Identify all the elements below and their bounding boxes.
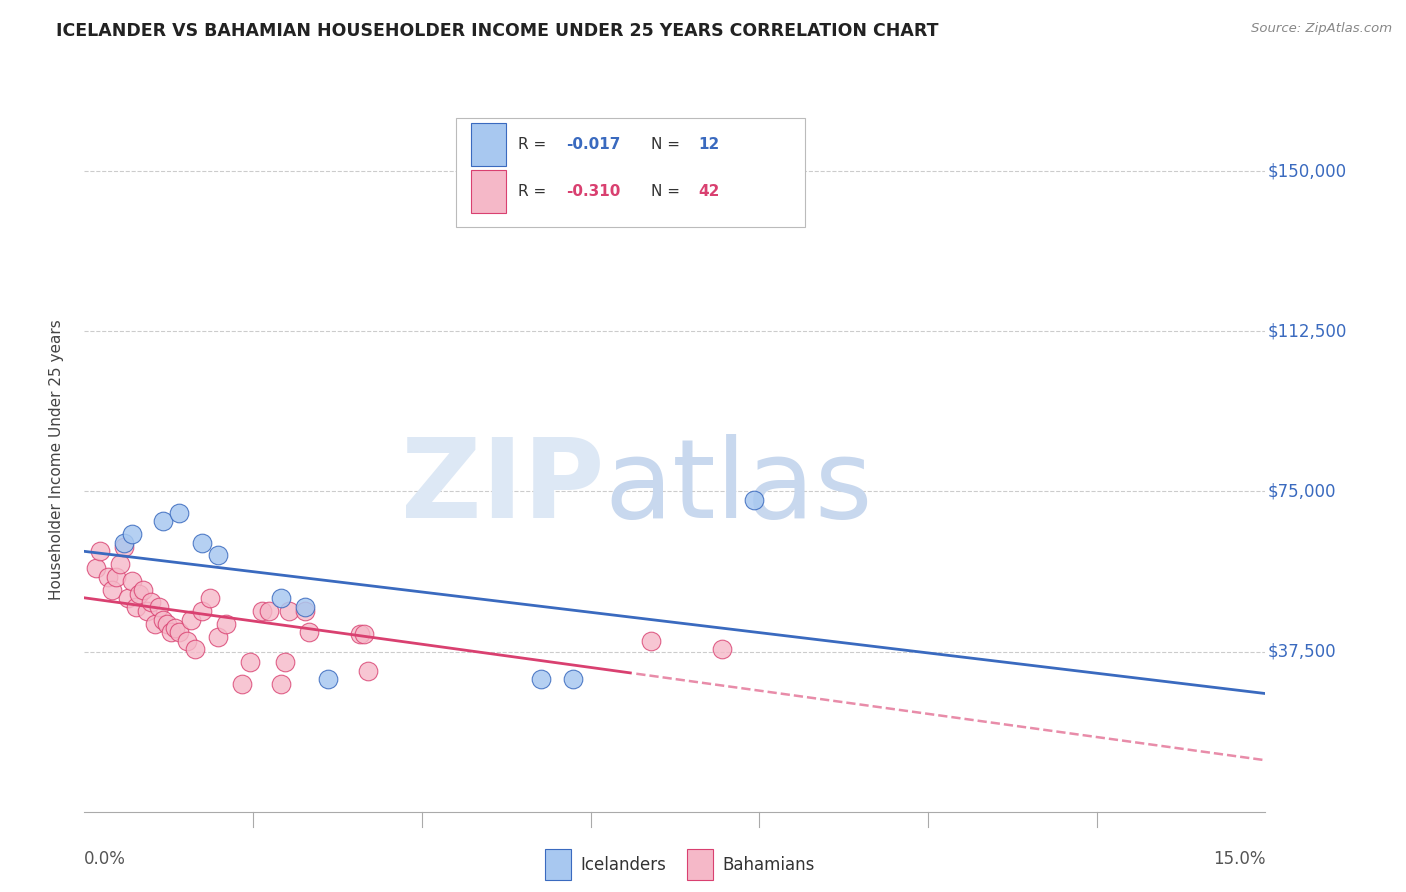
Point	[561, 673, 583, 687]
Point	[143, 616, 166, 631]
Point	[89, 544, 111, 558]
Point	[148, 599, 170, 614]
Point	[132, 582, 155, 597]
Point	[156, 616, 179, 631]
Text: $37,500: $37,500	[1268, 642, 1336, 661]
Point	[207, 630, 229, 644]
Text: R =: R =	[517, 184, 551, 199]
Point	[84, 561, 107, 575]
Y-axis label: Householder Income Under 25 years: Householder Income Under 25 years	[49, 319, 63, 599]
Point	[200, 591, 222, 606]
Text: 12: 12	[699, 136, 720, 152]
Point	[318, 673, 340, 687]
Point	[274, 655, 297, 669]
Text: 42: 42	[699, 184, 720, 199]
Point	[294, 599, 316, 614]
Point	[250, 604, 273, 618]
Text: Icelanders: Icelanders	[581, 855, 666, 873]
Bar	[471, 123, 506, 166]
Text: Source: ZipAtlas.com: Source: ZipAtlas.com	[1251, 22, 1392, 36]
Point	[167, 506, 190, 520]
Text: $75,000: $75,000	[1268, 483, 1336, 500]
Point	[742, 492, 765, 507]
Point	[180, 613, 202, 627]
Point	[124, 599, 146, 614]
Point	[278, 604, 301, 618]
Point	[270, 676, 292, 690]
Point	[152, 613, 174, 627]
Point	[239, 655, 262, 669]
Point	[298, 625, 321, 640]
Text: atlas: atlas	[605, 434, 873, 541]
Point	[183, 642, 205, 657]
Point	[108, 557, 131, 571]
Point	[191, 535, 214, 549]
Bar	[546, 848, 571, 880]
Bar	[686, 848, 713, 880]
Text: -0.310: -0.310	[567, 184, 620, 199]
Point	[294, 604, 316, 618]
Point	[112, 535, 135, 549]
Text: ICELANDER VS BAHAMIAN HOUSEHOLDER INCOME UNDER 25 YEARS CORRELATION CHART: ICELANDER VS BAHAMIAN HOUSEHOLDER INCOME…	[56, 22, 939, 40]
Point	[128, 587, 150, 601]
Point	[176, 633, 198, 648]
Text: Bahamians: Bahamians	[723, 855, 814, 873]
Point	[259, 604, 281, 618]
Bar	[471, 170, 506, 212]
Point	[121, 574, 143, 588]
Text: $150,000: $150,000	[1268, 162, 1347, 180]
Point	[191, 604, 214, 618]
Point	[101, 582, 124, 597]
Bar	[457, 118, 804, 227]
Text: 0.0%: 0.0%	[84, 850, 127, 869]
Point	[160, 625, 183, 640]
Point	[357, 664, 380, 678]
Text: N =: N =	[651, 136, 685, 152]
Point	[207, 549, 229, 563]
Point	[163, 621, 186, 635]
Text: N =: N =	[651, 184, 685, 199]
Point	[141, 595, 163, 609]
Point	[167, 625, 190, 640]
Point	[711, 642, 734, 657]
Point	[136, 604, 159, 618]
Point	[349, 627, 371, 641]
Point	[270, 591, 292, 606]
Point	[231, 676, 253, 690]
Point	[104, 570, 127, 584]
Text: R =: R =	[517, 136, 551, 152]
Text: $112,500: $112,500	[1268, 322, 1347, 340]
Text: ZIP: ZIP	[401, 434, 605, 541]
Point	[97, 570, 120, 584]
Point	[121, 527, 143, 541]
Point	[640, 633, 662, 648]
Point	[353, 627, 375, 641]
Text: 15.0%: 15.0%	[1213, 850, 1265, 869]
Point	[530, 673, 553, 687]
Point	[215, 616, 238, 631]
Point	[152, 514, 174, 528]
Point	[117, 591, 139, 606]
Text: -0.017: -0.017	[567, 136, 620, 152]
Point	[112, 540, 135, 554]
